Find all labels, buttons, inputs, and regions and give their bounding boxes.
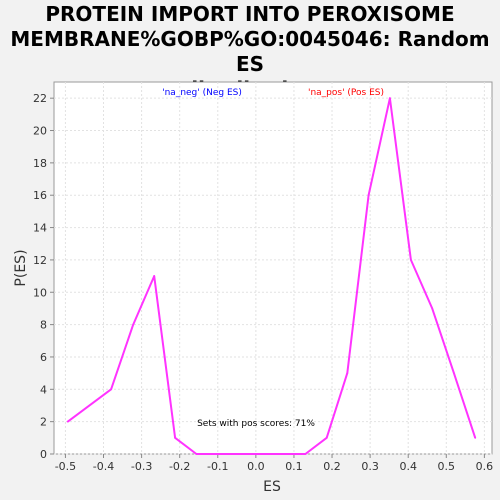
data-point bbox=[216, 453, 219, 455]
y-tick-label: 22 bbox=[33, 92, 47, 105]
data-point bbox=[346, 372, 349, 375]
x-tick-label: -0.2 bbox=[169, 460, 190, 473]
y-tick-label: 8 bbox=[40, 319, 47, 332]
data-point bbox=[325, 436, 328, 439]
y-tick-label: 14 bbox=[33, 222, 47, 235]
y-tick-label: 6 bbox=[40, 351, 47, 364]
data-point bbox=[389, 97, 391, 100]
x-tick-label: -0.1 bbox=[207, 460, 228, 473]
x-tick-label: 0.4 bbox=[399, 460, 417, 473]
chart-title: PROTEIN IMPORT INTO PEROXISOME MEMBRANE%… bbox=[0, 2, 500, 102]
data-point bbox=[367, 194, 370, 197]
x-tick-label: -0.3 bbox=[131, 460, 152, 473]
x-tick-label: 0.3 bbox=[361, 460, 379, 473]
x-tick-label: 0.1 bbox=[285, 460, 303, 473]
data-point bbox=[304, 453, 307, 455]
legend-label-pos: 'na_pos' (Pos ES) bbox=[308, 88, 384, 98]
data-point bbox=[66, 420, 69, 423]
x-tick-label: 0.0 bbox=[247, 460, 265, 473]
y-tick-label: 20 bbox=[33, 125, 47, 138]
grid-layer bbox=[54, 82, 492, 455]
x-tick-label: 0.5 bbox=[438, 460, 456, 473]
plot-area bbox=[53, 81, 493, 455]
data-point bbox=[431, 307, 434, 310]
y-tick-label: 16 bbox=[33, 189, 47, 202]
data-point bbox=[110, 388, 113, 391]
legend-label-neg: 'na_neg' (Neg ES) bbox=[162, 88, 242, 98]
chart-title-line-2: MEMBRANE%GOBP%GO:0045046: Random ES bbox=[10, 27, 490, 76]
x-tick-label: 0.6 bbox=[476, 460, 494, 473]
data-point bbox=[195, 453, 198, 455]
y-axis-label: P(ES) bbox=[13, 249, 29, 286]
y-tick-label: 18 bbox=[33, 157, 47, 170]
annotation-pos-scores: Sets with pos scores: 71% bbox=[197, 419, 315, 429]
data-point bbox=[153, 275, 156, 277]
data-point bbox=[174, 436, 177, 439]
chart-title-line-1: PROTEIN IMPORT INTO PEROXISOME bbox=[45, 2, 455, 26]
y-tick-label: 4 bbox=[40, 383, 47, 396]
data-point bbox=[474, 436, 477, 439]
data-point bbox=[453, 372, 455, 375]
data-point bbox=[409, 259, 412, 261]
data-point bbox=[132, 323, 135, 326]
x-axis-label: ES bbox=[263, 479, 281, 495]
series-layer bbox=[66, 97, 477, 455]
y-tick-label: 2 bbox=[40, 416, 47, 429]
x-tick-label: -0.5 bbox=[55, 460, 76, 473]
y-tick-label: 0 bbox=[40, 448, 47, 461]
axis-layer: -0.5 -0.4 -0.3 -0.2 -0.1 0.0 0.1 0.2 0.3 0.4 0.5 0.… bbox=[33, 92, 493, 473]
data-point bbox=[254, 453, 257, 455]
y-tick-label: 12 bbox=[33, 254, 47, 267]
x-tick-label: 0.2 bbox=[323, 460, 341, 473]
y-tick-label: 10 bbox=[33, 286, 47, 299]
x-tick-label: -0.4 bbox=[93, 460, 114, 473]
